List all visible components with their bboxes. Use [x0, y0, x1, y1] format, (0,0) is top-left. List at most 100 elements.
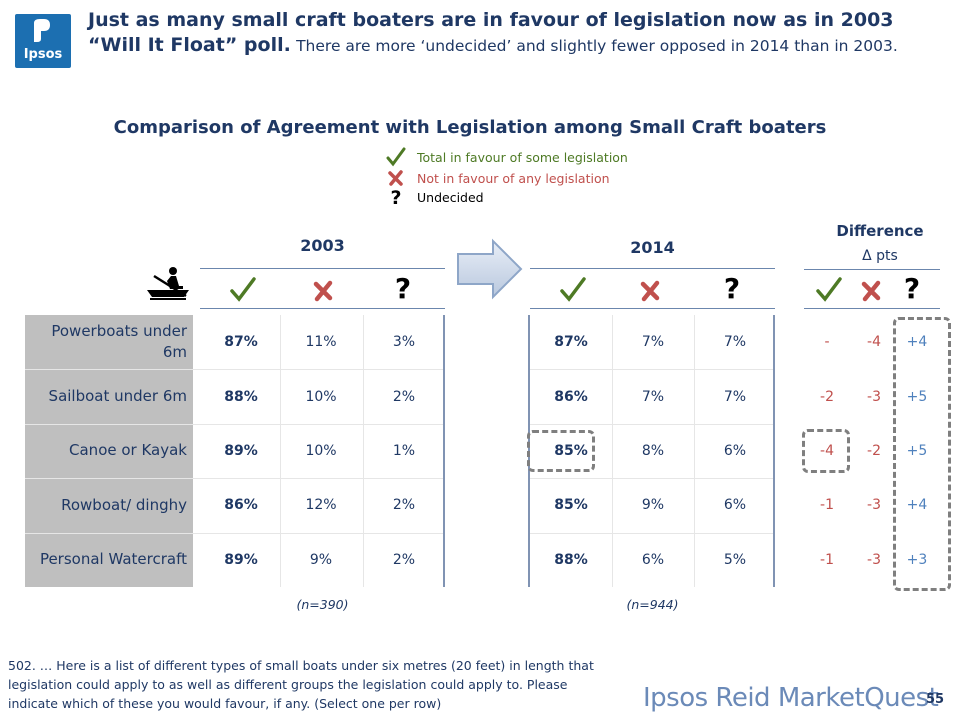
table-cell-2003: 87%: [224, 334, 258, 351]
table-cell-difference: -3: [867, 388, 881, 405]
cross-icon: [313, 280, 333, 302]
year-2014-header: 2014: [630, 238, 675, 257]
column-divider: [694, 315, 695, 587]
table-cell-2003: 12%: [305, 497, 337, 514]
divider: [530, 308, 775, 309]
sample-size-2014: (n=944): [626, 597, 679, 612]
table-cell-2003: 9%: [309, 551, 333, 568]
table-cell-2003: 2%: [392, 388, 416, 405]
table-cell-difference: -2: [820, 388, 834, 405]
ipsos-logo: Ipsos: [15, 14, 71, 68]
table-cell-2003: 10%: [305, 388, 337, 405]
check-icon: [816, 277, 842, 302]
divider: [804, 269, 940, 270]
highlight-box: [527, 430, 595, 472]
table-cell-difference: +4: [906, 497, 928, 514]
table-cell-difference: -4: [867, 334, 881, 351]
divider: [200, 308, 445, 309]
table-cell-difference: -1: [820, 551, 834, 568]
row-category-label: Personal Watercraft: [25, 532, 193, 587]
table-cell-2003: 11%: [305, 334, 337, 351]
table-cell-2003: 3%: [392, 334, 416, 351]
row-divider: [530, 423, 775, 425]
legend-label: Total in favour of some legislation: [417, 150, 628, 165]
table-cell-2003: 1%: [392, 442, 416, 459]
table-cell-2014: 88%: [554, 551, 588, 568]
table-cell-difference: +3: [906, 551, 928, 568]
row-divider: [25, 478, 445, 480]
row-category-label: Rowboat/ dinghy: [25, 478, 193, 533]
table-cell-difference: -1: [820, 497, 834, 514]
row-divider: [530, 532, 775, 534]
headline-bold: Just as many small craft boaters are in …: [88, 9, 894, 56]
row-divider: [25, 423, 445, 425]
table-cell-difference: +5: [906, 442, 928, 459]
check-icon: [386, 147, 406, 167]
table-cell-2014: 7%: [723, 388, 747, 405]
column-divider: [612, 315, 613, 587]
table-cell-2003: 2%: [392, 551, 416, 568]
headline-rest: There are more ‘undecided’ and slightly …: [296, 37, 898, 55]
table-cell-2003: 89%: [224, 442, 258, 459]
table-cell-difference: -2: [867, 442, 881, 459]
table-cell-2014: 6%: [723, 442, 747, 459]
row-category-label: Canoe or Kayak: [25, 423, 193, 479]
row-divider: [25, 369, 445, 371]
table-cell-2014: 5%: [723, 551, 747, 568]
divider: [200, 268, 445, 269]
row-divider: [530, 369, 775, 371]
page-number: 55: [926, 692, 945, 707]
row-divider: [25, 532, 445, 534]
difference-header: Difference: [836, 222, 924, 240]
ipsos-logo-icon: [34, 19, 50, 42]
question-icon: ?: [394, 272, 412, 305]
highlight-box: [893, 317, 951, 591]
table-cell-difference: -3: [867, 497, 881, 514]
divider: [530, 268, 775, 269]
table-cell-2014: 6%: [641, 551, 665, 568]
table-cell-difference: -3: [867, 551, 881, 568]
difference-subheader: Δ pts: [862, 248, 898, 264]
divider: [804, 308, 940, 309]
row-divider: [530, 478, 775, 480]
highlight-box: [802, 429, 850, 473]
table-cell-2014: 6%: [723, 497, 747, 514]
table-cell-2014: 85%: [554, 497, 588, 514]
cross-icon: [640, 280, 660, 302]
table-cell-2014: 86%: [554, 388, 588, 405]
table-cell-difference: -4: [820, 442, 834, 459]
question-icon: ?: [390, 187, 402, 209]
table-cell-2003: 86%: [224, 497, 258, 514]
table-edge: [443, 315, 445, 587]
brand-wordmark: Ipsos Reid MarketQuest: [643, 683, 939, 713]
table-cell-difference: +4: [906, 334, 928, 351]
sample-size-2003: (n=390): [296, 597, 349, 612]
row-category-label: Sailboat under 6m: [25, 369, 193, 424]
table-cell-difference: -: [824, 334, 830, 351]
table-cell-2014: 7%: [723, 334, 747, 351]
legend-label: Undecided: [417, 190, 484, 205]
year-2003-header: 2003: [300, 236, 345, 255]
table-cell-2003: 88%: [224, 388, 258, 405]
question-icon: ?: [903, 272, 921, 305]
table-cell-difference: +5: [906, 388, 928, 405]
headline: Just as many small craft boaters are in …: [88, 8, 918, 58]
cross-icon: [861, 280, 881, 302]
question-footnote: 502. … Here is a list of different types…: [8, 658, 594, 711]
column-divider: [363, 315, 364, 587]
arrow-right-icon: [457, 238, 523, 300]
table-edge: [773, 315, 775, 587]
check-icon: [560, 277, 586, 302]
table-cell-2014: 85%: [554, 442, 588, 459]
check-icon: [230, 277, 256, 302]
table-cell-2014: 8%: [641, 442, 665, 459]
row-category-label: Powerboats under 6m: [25, 315, 193, 370]
table-cell-2014: 7%: [641, 334, 665, 351]
column-divider: [280, 315, 281, 587]
table-cell-2003: 89%: [224, 551, 258, 568]
chart-subtitle: Comparison of Agreement with Legislation…: [113, 117, 827, 138]
table-cell-2003: 2%: [392, 497, 416, 514]
question-icon: ?: [723, 272, 741, 305]
cross-icon: [388, 170, 403, 186]
